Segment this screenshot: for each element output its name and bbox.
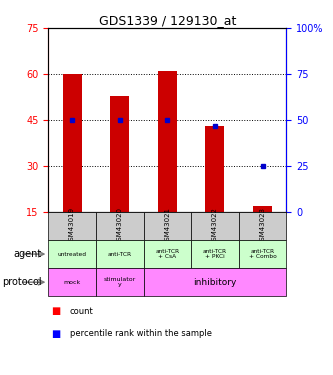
Text: ■: ■ (52, 329, 61, 339)
Text: agent: agent (13, 249, 42, 259)
Text: ■: ■ (52, 306, 61, 316)
Bar (205, 126, 224, 212)
Bar (96, 212, 144, 240)
Bar (144, 212, 191, 240)
Text: anti-TCR
+ PKCi: anti-TCR + PKCi (203, 249, 227, 259)
Text: protocol: protocol (2, 277, 42, 287)
Bar (110, 96, 129, 212)
Bar (63, 74, 82, 212)
Bar (239, 240, 286, 268)
Text: count: count (70, 307, 94, 316)
Bar (158, 71, 177, 212)
Bar (253, 206, 272, 212)
Text: anti-TCR
+ CsA: anti-TCR + CsA (155, 249, 179, 259)
Bar (144, 268, 286, 296)
Text: mock: mock (64, 280, 81, 285)
Text: GSM43021: GSM43021 (164, 207, 170, 245)
Text: untreated: untreated (58, 252, 87, 257)
Bar (239, 212, 286, 240)
Bar (96, 268, 144, 296)
Bar (144, 240, 191, 268)
Title: GDS1339 / 129130_at: GDS1339 / 129130_at (99, 14, 236, 27)
Bar (48, 268, 96, 296)
Text: anti-TCR
+ Combo: anti-TCR + Combo (249, 249, 276, 259)
Bar (96, 240, 144, 268)
Text: GSM43023: GSM43023 (259, 207, 266, 245)
Text: GSM43019: GSM43019 (69, 207, 75, 245)
Text: inhibitory: inhibitory (193, 278, 237, 287)
Text: percentile rank within the sample: percentile rank within the sample (70, 329, 212, 338)
Bar (48, 240, 96, 268)
Bar (191, 240, 239, 268)
Text: GSM43022: GSM43022 (212, 207, 218, 245)
Bar (191, 212, 239, 240)
Bar (48, 212, 96, 240)
Text: anti-TCR: anti-TCR (108, 252, 132, 257)
Text: stimulator
y: stimulator y (104, 277, 136, 287)
Text: GSM43020: GSM43020 (117, 207, 123, 245)
